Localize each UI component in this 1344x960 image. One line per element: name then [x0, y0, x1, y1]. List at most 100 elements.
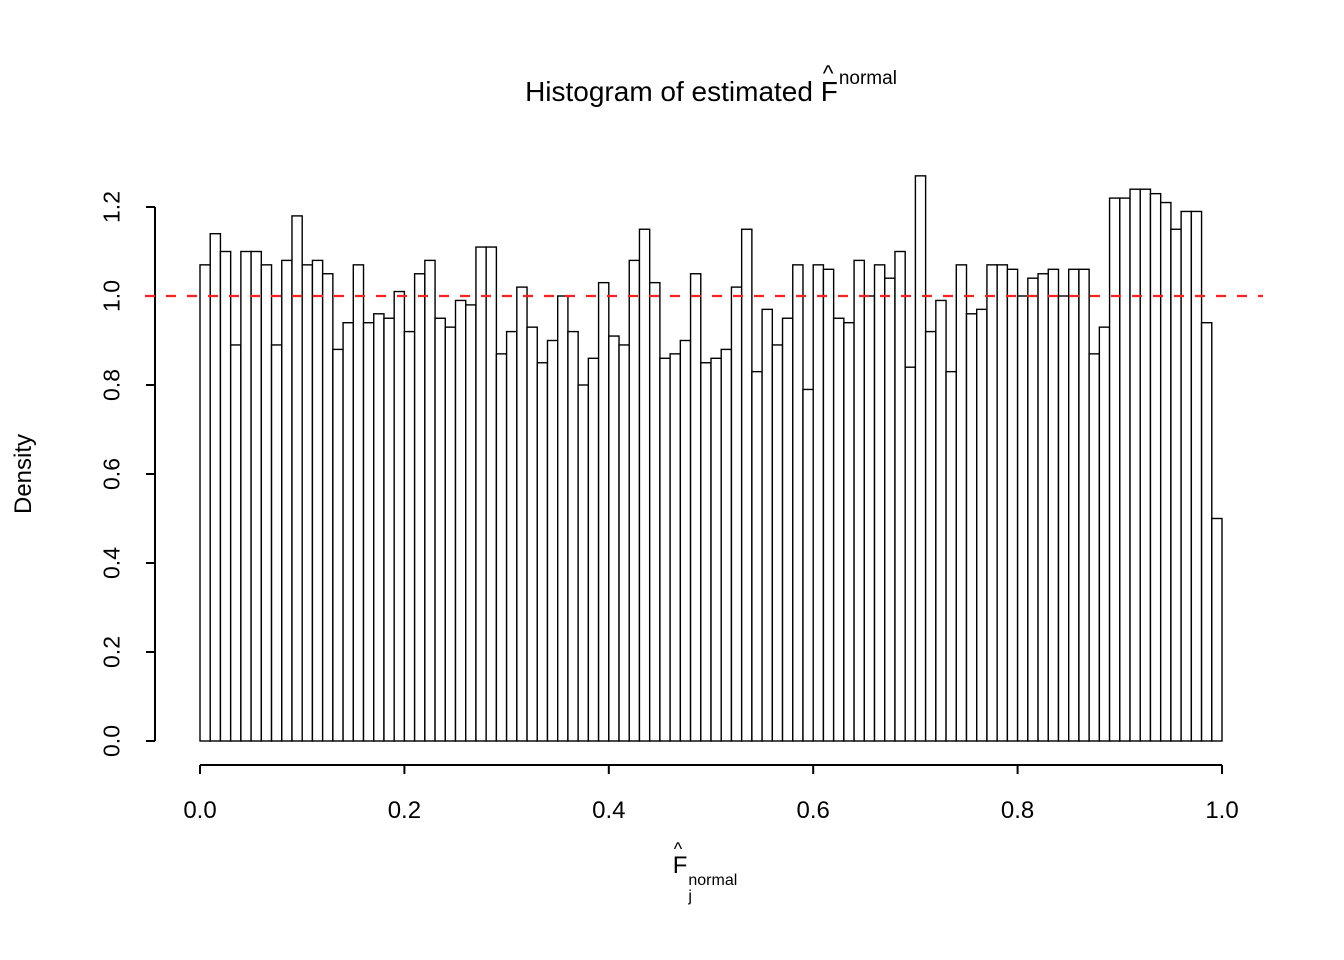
histogram-bar — [710, 357, 722, 742]
histogram-bar — [393, 290, 406, 742]
y-tick-label: 0.8 — [98, 369, 125, 401]
histogram-bar — [1016, 295, 1029, 742]
y-tick-label: 0.6 — [98, 458, 125, 490]
histogram-bar — [792, 264, 804, 742]
hat-accent: ^ — [822, 60, 834, 86]
y-tick-label: 1.2 — [98, 191, 125, 223]
x-tick-label: 0.6 — [796, 797, 830, 824]
histogram-bar — [1006, 268, 1019, 742]
histogram-bar — [965, 313, 978, 742]
histogram-bar — [1211, 517, 1223, 742]
histogram-bar — [465, 304, 477, 742]
histogram-bar — [424, 259, 436, 742]
histogram-bar — [332, 348, 344, 742]
histogram-bar — [700, 362, 712, 742]
histogram-bar — [577, 384, 590, 742]
histogram-bar — [1027, 277, 1039, 742]
histogram-bar — [485, 246, 498, 742]
x-label-f-hat: ^ F — [672, 839, 688, 880]
histogram-bar — [1057, 295, 1070, 742]
histogram-bar — [413, 273, 426, 742]
histogram-bar — [321, 273, 334, 742]
histogram-bar — [935, 299, 947, 742]
histogram-bar — [802, 388, 814, 742]
histogram-bar — [444, 326, 457, 742]
hat-accent: ^ — [673, 839, 683, 859]
histogram-bar — [597, 281, 610, 742]
x-label-superscript: normal — [688, 872, 738, 889]
histogram-bar — [1047, 268, 1060, 742]
y-tick-label: 0.0 — [98, 725, 125, 757]
histogram-bar — [1067, 268, 1080, 742]
histogram-bar — [557, 295, 569, 742]
histogram-bar — [475, 246, 487, 742]
histogram-bar — [679, 339, 692, 742]
histogram-bar — [301, 264, 314, 742]
x-label-symbol: F — [672, 852, 688, 879]
y-axis-title: Density — [10, 433, 37, 515]
histogram-bars — [199, 175, 1223, 742]
histogram-bar — [362, 322, 375, 742]
histogram-bar — [383, 317, 395, 742]
histogram-bar — [669, 353, 682, 742]
x-tick-label: 0.2 — [387, 797, 422, 824]
histogram-bar — [873, 264, 886, 742]
plot-title: Histogram of estimated ^ Fnormal — [200, 60, 1222, 108]
histogram-bar — [751, 370, 763, 742]
histogram-bar — [352, 264, 365, 742]
histogram-bar — [260, 264, 273, 742]
histogram-bar — [536, 362, 549, 742]
histogram-bar — [270, 344, 283, 742]
histogram-bar — [955, 264, 968, 742]
histogram-bar — [761, 308, 774, 742]
histogram-bar — [219, 250, 232, 742]
histogram-bar — [730, 286, 743, 742]
histogram-bar — [311, 259, 324, 742]
histogram-bar — [608, 335, 620, 742]
histogram-bar — [1037, 273, 1049, 742]
y-tick-label: 0.4 — [98, 547, 125, 579]
histogram-bar — [638, 228, 651, 742]
histogram-bar — [924, 330, 937, 742]
histogram-bar — [914, 175, 927, 742]
x-tick-label: 0.8 — [1000, 797, 1035, 824]
x-tick-label: 0.4 — [592, 797, 626, 824]
histogram-bar — [281, 259, 293, 742]
histogram-bar — [342, 322, 354, 742]
histogram-bar — [1149, 192, 1162, 742]
histogram-bar — [291, 215, 303, 742]
histogram-bar — [199, 264, 211, 742]
histogram-bar — [618, 344, 630, 742]
title-f-hat: ^ F — [821, 60, 838, 108]
histogram-bar — [373, 313, 385, 742]
histogram-bar — [1200, 322, 1213, 742]
title-superscript: normal — [838, 68, 897, 89]
histogram-bar — [659, 357, 671, 742]
histogram-bar — [567, 330, 579, 742]
histogram-bar — [209, 232, 222, 742]
histogram-bar — [894, 250, 906, 742]
histogram-bar — [1139, 188, 1152, 742]
histogram-bar — [863, 295, 876, 742]
x-label-subscript: j — [688, 888, 692, 905]
histogram-bar — [1190, 210, 1203, 742]
histogram-bar — [628, 259, 641, 742]
histogram-bar — [720, 348, 733, 742]
histogram-bar — [546, 339, 559, 742]
histogram-bar — [996, 264, 1009, 742]
histogram-bar — [1119, 197, 1131, 742]
histogram-bar — [986, 264, 998, 742]
x-label-scripts: normal j — [688, 873, 737, 905]
x-tick-label: 0.0 — [183, 797, 217, 824]
histogram-bar — [229, 344, 242, 742]
histogram-bar — [884, 277, 896, 742]
y-tick-label: 0.2 — [98, 636, 125, 668]
histogram-bar — [1180, 210, 1193, 742]
histogram-bar — [240, 250, 252, 742]
histogram-bar — [1088, 353, 1101, 742]
y-tick-label: 1.0 — [98, 280, 125, 312]
x-tick-label: 1.0 — [1205, 797, 1239, 824]
